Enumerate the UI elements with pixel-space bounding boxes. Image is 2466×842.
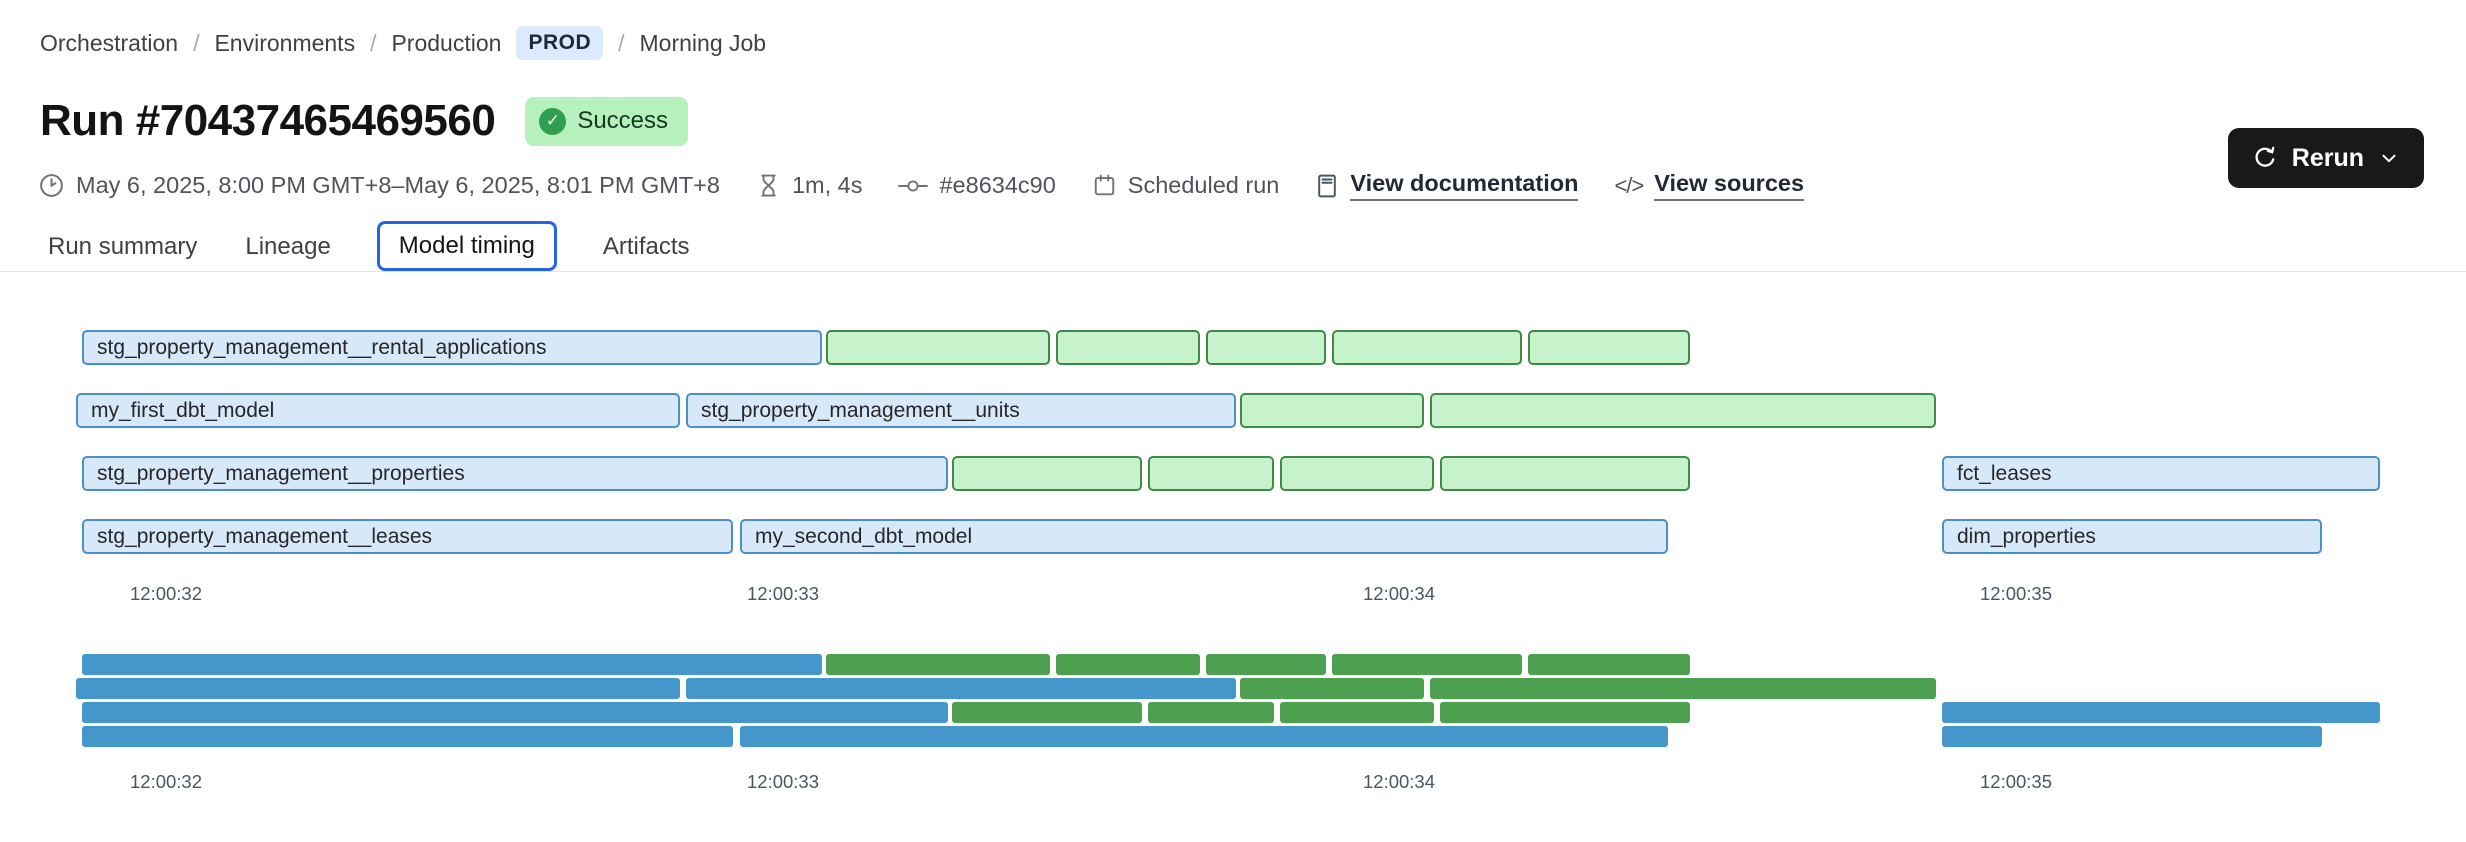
gantt-bar[interactable] bbox=[1528, 330, 1690, 365]
view-sources-link[interactable]: View sources bbox=[1654, 170, 1805, 201]
header: Run #70437465469560 ✓ Success bbox=[40, 96, 689, 146]
minimap-axis-tick: 12:00:32 bbox=[129, 771, 203, 792]
minimap-bar[interactable] bbox=[1332, 654, 1522, 675]
document-icon bbox=[1318, 174, 1337, 197]
gantt-axis-tick: 12:00:33 bbox=[746, 583, 820, 604]
gantt-bar-stg_property_management__properties[interactable]: stg_property_management__properties bbox=[82, 456, 948, 491]
minimap-bar[interactable] bbox=[76, 678, 680, 699]
minimap-bar[interactable] bbox=[826, 654, 1050, 675]
gantt-bar[interactable] bbox=[1148, 456, 1274, 491]
gantt-bar-my_second_dbt_model[interactable]: my_second_dbt_model bbox=[740, 519, 1668, 554]
view-documentation[interactable]: View documentation bbox=[1315, 170, 1579, 201]
tab-lineage[interactable]: Lineage bbox=[245, 232, 331, 260]
run-trigger: Scheduled run bbox=[1092, 172, 1280, 199]
minimap-axis-tick: 12:00:33 bbox=[746, 771, 820, 792]
tab-bar: Run summary Lineage Model timing Artifac… bbox=[0, 220, 2466, 272]
hourglass-icon bbox=[761, 174, 776, 197]
check-icon: ✓ bbox=[539, 107, 567, 135]
run-meta: May 6, 2025, 8:00 PM GMT+8–May 6, 2025, … bbox=[38, 170, 1805, 201]
breadcrumb-separator: / bbox=[370, 29, 377, 56]
gantt-bar[interactable] bbox=[1056, 330, 1200, 365]
run-time-range: May 6, 2025, 8:00 PM GMT+8–May 6, 2025, … bbox=[38, 172, 720, 199]
gantt-axis-tick: 12:00:32 bbox=[129, 583, 203, 604]
gantt-bar-label: stg_property_management__leases bbox=[97, 524, 433, 548]
view-documentation-link[interactable]: View documentation bbox=[1350, 170, 1579, 201]
gantt-axis-tick: 12:00:34 bbox=[1362, 583, 1436, 604]
refresh-icon bbox=[2255, 146, 2275, 167]
environment-badge: PROD bbox=[516, 26, 604, 60]
gantt-bar[interactable] bbox=[1332, 330, 1522, 365]
breadcrumb: Orchestration / Environments / Productio… bbox=[40, 26, 766, 60]
gantt-bar-label: stg_property_management__units bbox=[701, 398, 1020, 422]
minimap-bar[interactable] bbox=[1056, 654, 1200, 675]
minimap-bar[interactable] bbox=[952, 702, 1142, 723]
status-badge: ✓ Success bbox=[525, 96, 689, 146]
run-trigger-text: Scheduled run bbox=[1127, 172, 1280, 198]
tab-model-timing[interactable]: Model timing bbox=[376, 220, 557, 271]
gantt-bar-fct_leases[interactable]: fct_leases bbox=[1942, 456, 2380, 491]
gantt-bar[interactable] bbox=[1280, 456, 1434, 491]
minimap-bar[interactable] bbox=[1528, 654, 1690, 675]
gantt-bar-label: stg_property_management__properties bbox=[97, 461, 465, 485]
minimap-bar[interactable] bbox=[1280, 702, 1434, 723]
gantt-bar-stg_property_management__units[interactable]: stg_property_management__units bbox=[686, 393, 1236, 428]
rerun-button-label: Rerun bbox=[2291, 143, 2364, 172]
breadcrumb-separator: / bbox=[193, 29, 200, 56]
minimap-bar[interactable] bbox=[740, 726, 1668, 747]
minimap-bar[interactable] bbox=[1240, 678, 1424, 699]
breadcrumb-separator: / bbox=[618, 29, 625, 56]
run-duration: 1m, 4s bbox=[756, 172, 863, 199]
commit-hash-text: #e8634c90 bbox=[939, 172, 1056, 198]
run-time-range-text: May 6, 2025, 8:00 PM GMT+8–May 6, 2025, … bbox=[76, 172, 720, 198]
gantt-bar-stg_property_management__leases[interactable]: stg_property_management__leases bbox=[82, 519, 733, 554]
code-icon: </> bbox=[1614, 172, 1644, 198]
minimap-axis-tick: 12:00:35 bbox=[1979, 771, 2053, 792]
rerun-button[interactable]: Rerun bbox=[2227, 128, 2424, 188]
minimap-bar[interactable] bbox=[82, 726, 733, 747]
gantt-bar-my_first_dbt_model[interactable]: my_first_dbt_model bbox=[76, 393, 680, 428]
breadcrumb-production[interactable]: Production bbox=[391, 29, 502, 56]
commit-hash: #e8634c90 bbox=[898, 172, 1056, 199]
gantt-bar[interactable] bbox=[826, 330, 1050, 365]
gantt-bar-stg_property_management__rental_applications[interactable]: stg_property_management__rental_applicat… bbox=[82, 330, 822, 365]
gantt-bar[interactable] bbox=[1206, 330, 1326, 365]
minimap-axis-tick: 12:00:34 bbox=[1362, 771, 1436, 792]
gantt-bar-label: stg_property_management__rental_applicat… bbox=[97, 335, 547, 359]
minimap-bar[interactable] bbox=[1942, 726, 2322, 747]
status-badge-label: Success bbox=[577, 107, 669, 134]
breadcrumb-environments[interactable]: Environments bbox=[214, 29, 356, 56]
gantt-bar-dim_properties[interactable]: dim_properties bbox=[1942, 519, 2322, 554]
gantt-bar-label: my_second_dbt_model bbox=[755, 524, 973, 548]
minimap-bar[interactable] bbox=[1440, 702, 1690, 723]
run-duration-text: 1m, 4s bbox=[791, 172, 863, 198]
minimap-bar[interactable] bbox=[82, 654, 822, 675]
page-title: Run #70437465469560 bbox=[40, 96, 496, 145]
minimap-bar[interactable] bbox=[1148, 702, 1274, 723]
tab-artifacts[interactable]: Artifacts bbox=[602, 232, 690, 260]
chevron-down-icon bbox=[2382, 154, 2396, 163]
gantt-bar[interactable] bbox=[952, 456, 1142, 491]
gantt-bar-label: my_first_dbt_model bbox=[91, 398, 275, 422]
view-sources[interactable]: </> View sources bbox=[1614, 170, 1805, 201]
minimap-bar[interactable] bbox=[1206, 654, 1326, 675]
minimap-bar[interactable] bbox=[82, 702, 948, 723]
minimap-bar[interactable] bbox=[1430, 678, 1936, 699]
minimap-bar[interactable] bbox=[686, 678, 1236, 699]
tab-run-summary[interactable]: Run summary bbox=[48, 232, 198, 260]
breadcrumb-orchestration[interactable]: Orchestration bbox=[40, 29, 179, 56]
gantt-bar-label: dim_properties bbox=[1957, 524, 2096, 548]
breadcrumb-morning-job[interactable]: Morning Job bbox=[639, 29, 767, 56]
gantt-bar[interactable] bbox=[1440, 456, 1690, 491]
minimap-bar[interactable] bbox=[1942, 702, 2380, 723]
gantt-bar[interactable] bbox=[1240, 393, 1424, 428]
gantt-bar-label: fct_leases bbox=[1957, 461, 2052, 485]
calendar-icon bbox=[1094, 174, 1114, 196]
commit-icon bbox=[898, 179, 929, 192]
clock-icon bbox=[40, 174, 63, 197]
gantt-axis-tick: 12:00:35 bbox=[1979, 583, 2053, 604]
gantt-bar[interactable] bbox=[1430, 393, 1936, 428]
